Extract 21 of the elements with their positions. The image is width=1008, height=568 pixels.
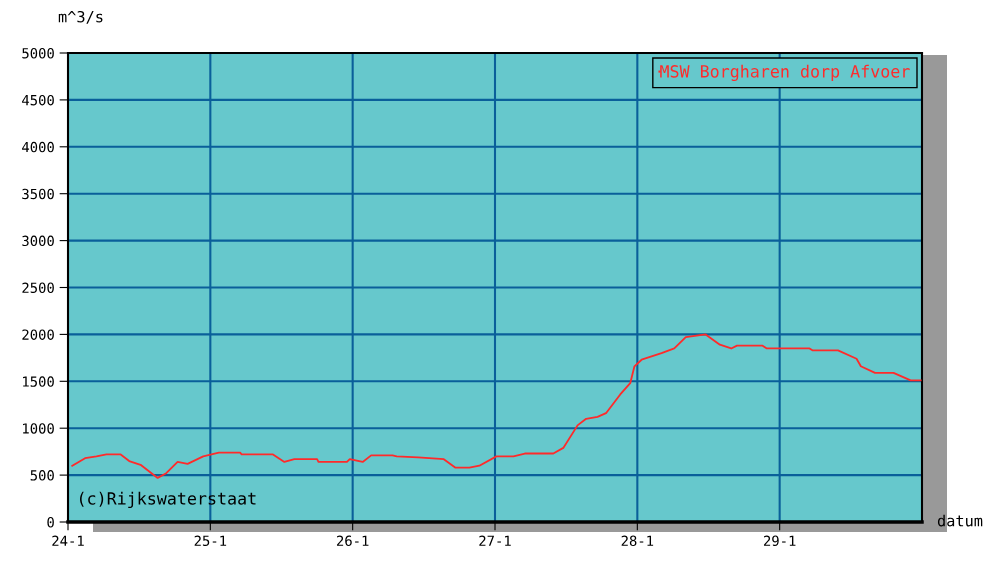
y-tick-label: 1500 bbox=[23, 376, 54, 387]
x-tick-label: 28-1 bbox=[621, 535, 654, 547]
y-tick-label: 0 bbox=[47, 517, 54, 528]
annotation: (c)Rijkswaterstaat bbox=[80, 491, 256, 508]
y-tick-label: 3000 bbox=[22, 235, 54, 247]
legend-label: MSW Borgharen dorp Afvoer bbox=[660, 64, 910, 81]
y-tick-label: 5000 bbox=[22, 48, 54, 59]
y-axis-title: m^3/s bbox=[58, 10, 103, 24]
y-tick-label: 3500 bbox=[22, 188, 54, 200]
y-tick-label: 2000 bbox=[22, 329, 54, 340]
x-tick-label: 29-1 bbox=[763, 535, 796, 547]
x-tick-label: 26-1 bbox=[336, 535, 369, 547]
y-tick-label: 4000 bbox=[22, 141, 54, 153]
y-tick-label: 2500 bbox=[22, 282, 54, 294]
x-tick-label: 27-1 bbox=[479, 535, 511, 546]
y-tick-label: 1000 bbox=[23, 423, 54, 434]
y-tick-label: 4500 bbox=[22, 94, 54, 106]
x-tick-label: 24-1 bbox=[52, 535, 84, 546]
x-tick-label: 25-1 bbox=[194, 535, 227, 547]
y-tick-label: 500 bbox=[30, 470, 54, 481]
x-axis-title: datum bbox=[937, 514, 983, 527]
